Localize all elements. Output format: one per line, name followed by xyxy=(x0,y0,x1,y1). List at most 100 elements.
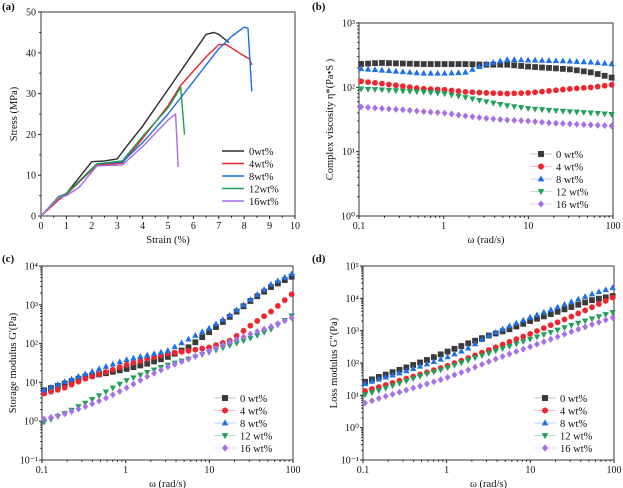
data-point xyxy=(254,318,261,324)
data-point xyxy=(96,371,102,378)
data-point xyxy=(524,106,532,112)
data-point xyxy=(462,112,469,120)
x-tick-label: 9 xyxy=(267,221,272,232)
data-point xyxy=(61,384,68,391)
data-point xyxy=(476,97,483,104)
data-point xyxy=(103,394,109,402)
data-point xyxy=(582,323,589,331)
data-point xyxy=(358,78,364,85)
data-point xyxy=(399,60,406,67)
data-point xyxy=(427,69,434,76)
data-point xyxy=(385,67,393,74)
data-point xyxy=(554,308,561,315)
legend-label: 16 wt% xyxy=(240,444,273,455)
data-point xyxy=(413,107,420,115)
y-tick-label: 0 xyxy=(31,212,36,223)
data-point xyxy=(389,390,396,398)
data-point xyxy=(372,79,378,86)
data-point xyxy=(403,378,410,385)
data-point xyxy=(137,376,144,384)
data-point xyxy=(534,340,540,348)
data-point xyxy=(504,56,511,62)
data-point xyxy=(219,319,226,325)
y-tick-label: 10¹ xyxy=(25,378,38,389)
data-point xyxy=(602,294,609,301)
data-point xyxy=(469,66,476,72)
data-point xyxy=(547,335,554,343)
data-point xyxy=(499,341,506,348)
panel-label: (b) xyxy=(312,1,326,13)
data-point xyxy=(580,110,587,116)
data-point xyxy=(103,369,109,375)
legend-label: 12wt% xyxy=(249,184,279,195)
data-point xyxy=(559,65,566,72)
data-point xyxy=(368,390,376,396)
data-point xyxy=(392,88,400,95)
data-point xyxy=(587,121,594,129)
x-tick-label: 7 xyxy=(216,221,221,232)
x-tick-label: 10 xyxy=(204,465,214,476)
legend-marker xyxy=(541,419,549,426)
y-tick-label: 30 xyxy=(26,89,36,100)
series-0wt xyxy=(40,31,230,217)
data-point xyxy=(420,89,427,96)
legend-marker xyxy=(542,407,548,414)
data-point xyxy=(547,322,554,329)
data-point xyxy=(406,84,413,90)
data-point xyxy=(54,386,61,393)
data-point xyxy=(518,63,525,69)
data-point xyxy=(240,338,247,345)
legend-label: 8 wt% xyxy=(556,175,583,186)
data-point xyxy=(144,372,151,380)
data-point xyxy=(430,358,438,365)
data-point xyxy=(96,397,102,405)
data-point xyxy=(540,325,547,332)
data-point xyxy=(540,332,548,339)
data-point xyxy=(594,83,601,90)
data-point xyxy=(575,310,582,317)
panel-label: (c) xyxy=(2,253,15,265)
data-point xyxy=(573,120,580,128)
data-point xyxy=(476,63,483,70)
x-tick-label: 6 xyxy=(191,221,196,232)
data-point xyxy=(392,60,399,67)
data-point xyxy=(382,385,389,392)
data-point xyxy=(546,88,552,94)
data-point xyxy=(417,359,423,366)
data-point xyxy=(123,361,130,368)
data-point xyxy=(520,345,527,353)
data-point xyxy=(75,378,82,385)
legend-label: 0wt% xyxy=(249,147,274,158)
data-point xyxy=(247,330,254,338)
data-point xyxy=(568,313,575,320)
data-point xyxy=(369,397,375,405)
data-point xyxy=(594,121,601,129)
data-point xyxy=(595,314,603,321)
data-point xyxy=(371,66,379,73)
data-point xyxy=(130,359,137,366)
data-point xyxy=(581,318,589,325)
data-point xyxy=(520,320,527,327)
data-point xyxy=(274,280,281,287)
data-point xyxy=(469,96,476,103)
data-point xyxy=(451,350,458,357)
data-point xyxy=(518,117,525,125)
data-point xyxy=(525,117,532,125)
series-line xyxy=(40,31,230,217)
data-point xyxy=(506,343,513,350)
chart-panel-a: (a) 0 1 2 3 4 5 6 7 8 9 10 0 10 20 30 40 50 Strain (%) Stre… xyxy=(2,1,300,246)
data-point xyxy=(247,335,254,342)
data-point xyxy=(379,80,385,87)
legend-marker xyxy=(537,175,545,182)
data-point xyxy=(517,105,525,111)
y-tick-label: 10⁴ xyxy=(346,294,360,305)
legend-marker xyxy=(538,200,544,208)
data-point xyxy=(554,327,561,334)
data-point xyxy=(573,85,580,92)
data-point xyxy=(524,56,532,63)
data-point xyxy=(561,306,568,313)
data-point xyxy=(490,100,497,107)
data-point xyxy=(547,306,554,313)
y-tick-label: 10² xyxy=(342,83,355,94)
data-point xyxy=(437,355,444,362)
